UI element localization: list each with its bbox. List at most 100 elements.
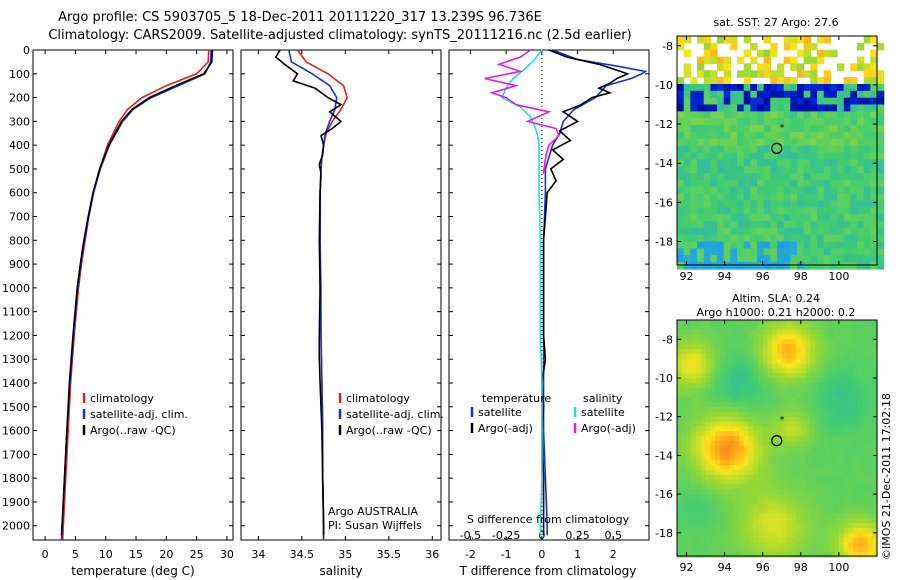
map-cell — [837, 97, 845, 106]
map-cell — [753, 537, 759, 543]
map-cell — [734, 397, 740, 403]
map-cell — [777, 77, 785, 85]
map-cell — [710, 70, 718, 78]
map-cell — [729, 349, 735, 355]
map-cell — [824, 382, 830, 389]
map-cell — [863, 186, 871, 195]
map-cell — [810, 334, 816, 340]
map-cell — [848, 358, 854, 365]
map-cell — [823, 125, 831, 133]
map-cell — [858, 469, 864, 476]
map-cell — [810, 547, 816, 553]
map-cell — [863, 214, 871, 222]
map-cell — [743, 214, 751, 222]
map-cell — [867, 334, 873, 340]
map-cell — [767, 431, 773, 437]
map-cell — [870, 118, 878, 126]
map-cell — [748, 465, 754, 471]
map-cell — [781, 324, 788, 331]
map-cell — [796, 532, 802, 539]
map-cell — [848, 460, 854, 466]
map-cell — [867, 460, 873, 466]
map-cell — [753, 523, 759, 529]
map-cell — [843, 498, 850, 505]
map-cell — [817, 125, 825, 133]
map-cell — [805, 537, 811, 543]
map-cell — [700, 416, 707, 423]
map-cell — [853, 368, 859, 374]
map-cell — [750, 262, 758, 270]
map-cell — [817, 241, 825, 249]
map-cell — [870, 214, 878, 222]
map-cell — [862, 368, 869, 374]
map-cell — [783, 179, 791, 188]
map-cell — [734, 469, 740, 476]
map-cell — [767, 397, 773, 403]
map-cell — [786, 474, 792, 481]
map-cell — [810, 484, 816, 490]
map-cell — [710, 532, 716, 539]
map-cell — [877, 90, 885, 99]
map-x-tick-label: 98 — [794, 561, 808, 574]
map-cell — [872, 382, 878, 389]
map-cell — [677, 138, 685, 147]
map-cell — [681, 523, 688, 529]
map-cell — [863, 138, 871, 147]
map-cell — [862, 373, 869, 379]
map-cell — [838, 368, 845, 374]
map-cell — [848, 411, 854, 418]
map-cell — [823, 179, 831, 188]
map-cell — [729, 363, 735, 369]
map-cell — [857, 131, 865, 140]
map-cell — [767, 392, 773, 398]
map-cell — [819, 450, 826, 456]
map-cell — [705, 431, 711, 437]
map-cell — [703, 145, 711, 154]
map-cell — [753, 329, 759, 336]
map-cell — [800, 402, 807, 408]
map-cell — [800, 460, 807, 466]
map-cell — [872, 368, 878, 374]
map-cell — [753, 469, 759, 476]
map-cell — [724, 378, 730, 384]
map-cell — [770, 152, 778, 160]
map-cell — [690, 77, 698, 85]
depth-tick-label: 1700 — [2, 448, 30, 461]
map-cell — [677, 42, 685, 51]
map-cell — [810, 479, 816, 485]
map-cell — [743, 494, 750, 500]
map-cell — [724, 334, 730, 340]
map-cell — [748, 373, 754, 379]
map-cell — [867, 465, 873, 471]
map-cell — [748, 411, 754, 418]
map-cell — [810, 494, 816, 500]
map-cell — [815, 324, 821, 331]
map-cell — [838, 436, 845, 442]
map-cell — [805, 532, 811, 539]
map-cell — [805, 436, 811, 442]
map-cell — [772, 363, 778, 369]
map-cell — [872, 489, 878, 495]
map-cell — [681, 528, 688, 534]
map-cell — [750, 159, 758, 167]
map-cell — [862, 503, 869, 510]
map-cell — [691, 344, 697, 350]
map-cell — [762, 344, 769, 350]
map-cell — [686, 329, 692, 336]
depth-axis: 0100200300400500600700800900100011001200… — [2, 44, 233, 533]
map-cell — [677, 104, 685, 112]
map-y-tick-label: -18 — [655, 236, 673, 249]
depth-tick-label: 300 — [9, 115, 30, 128]
map-cell — [872, 469, 878, 476]
map-cell — [758, 334, 764, 340]
map-cell — [705, 421, 711, 427]
map-cell — [800, 474, 807, 481]
map-cell — [800, 373, 807, 379]
map-cell — [677, 382, 683, 389]
map-cell — [777, 397, 783, 403]
map-cell — [743, 152, 751, 160]
map-cell — [753, 455, 759, 461]
map-cell — [815, 368, 821, 374]
map-cell — [743, 353, 750, 360]
map-cell — [738, 445, 745, 452]
